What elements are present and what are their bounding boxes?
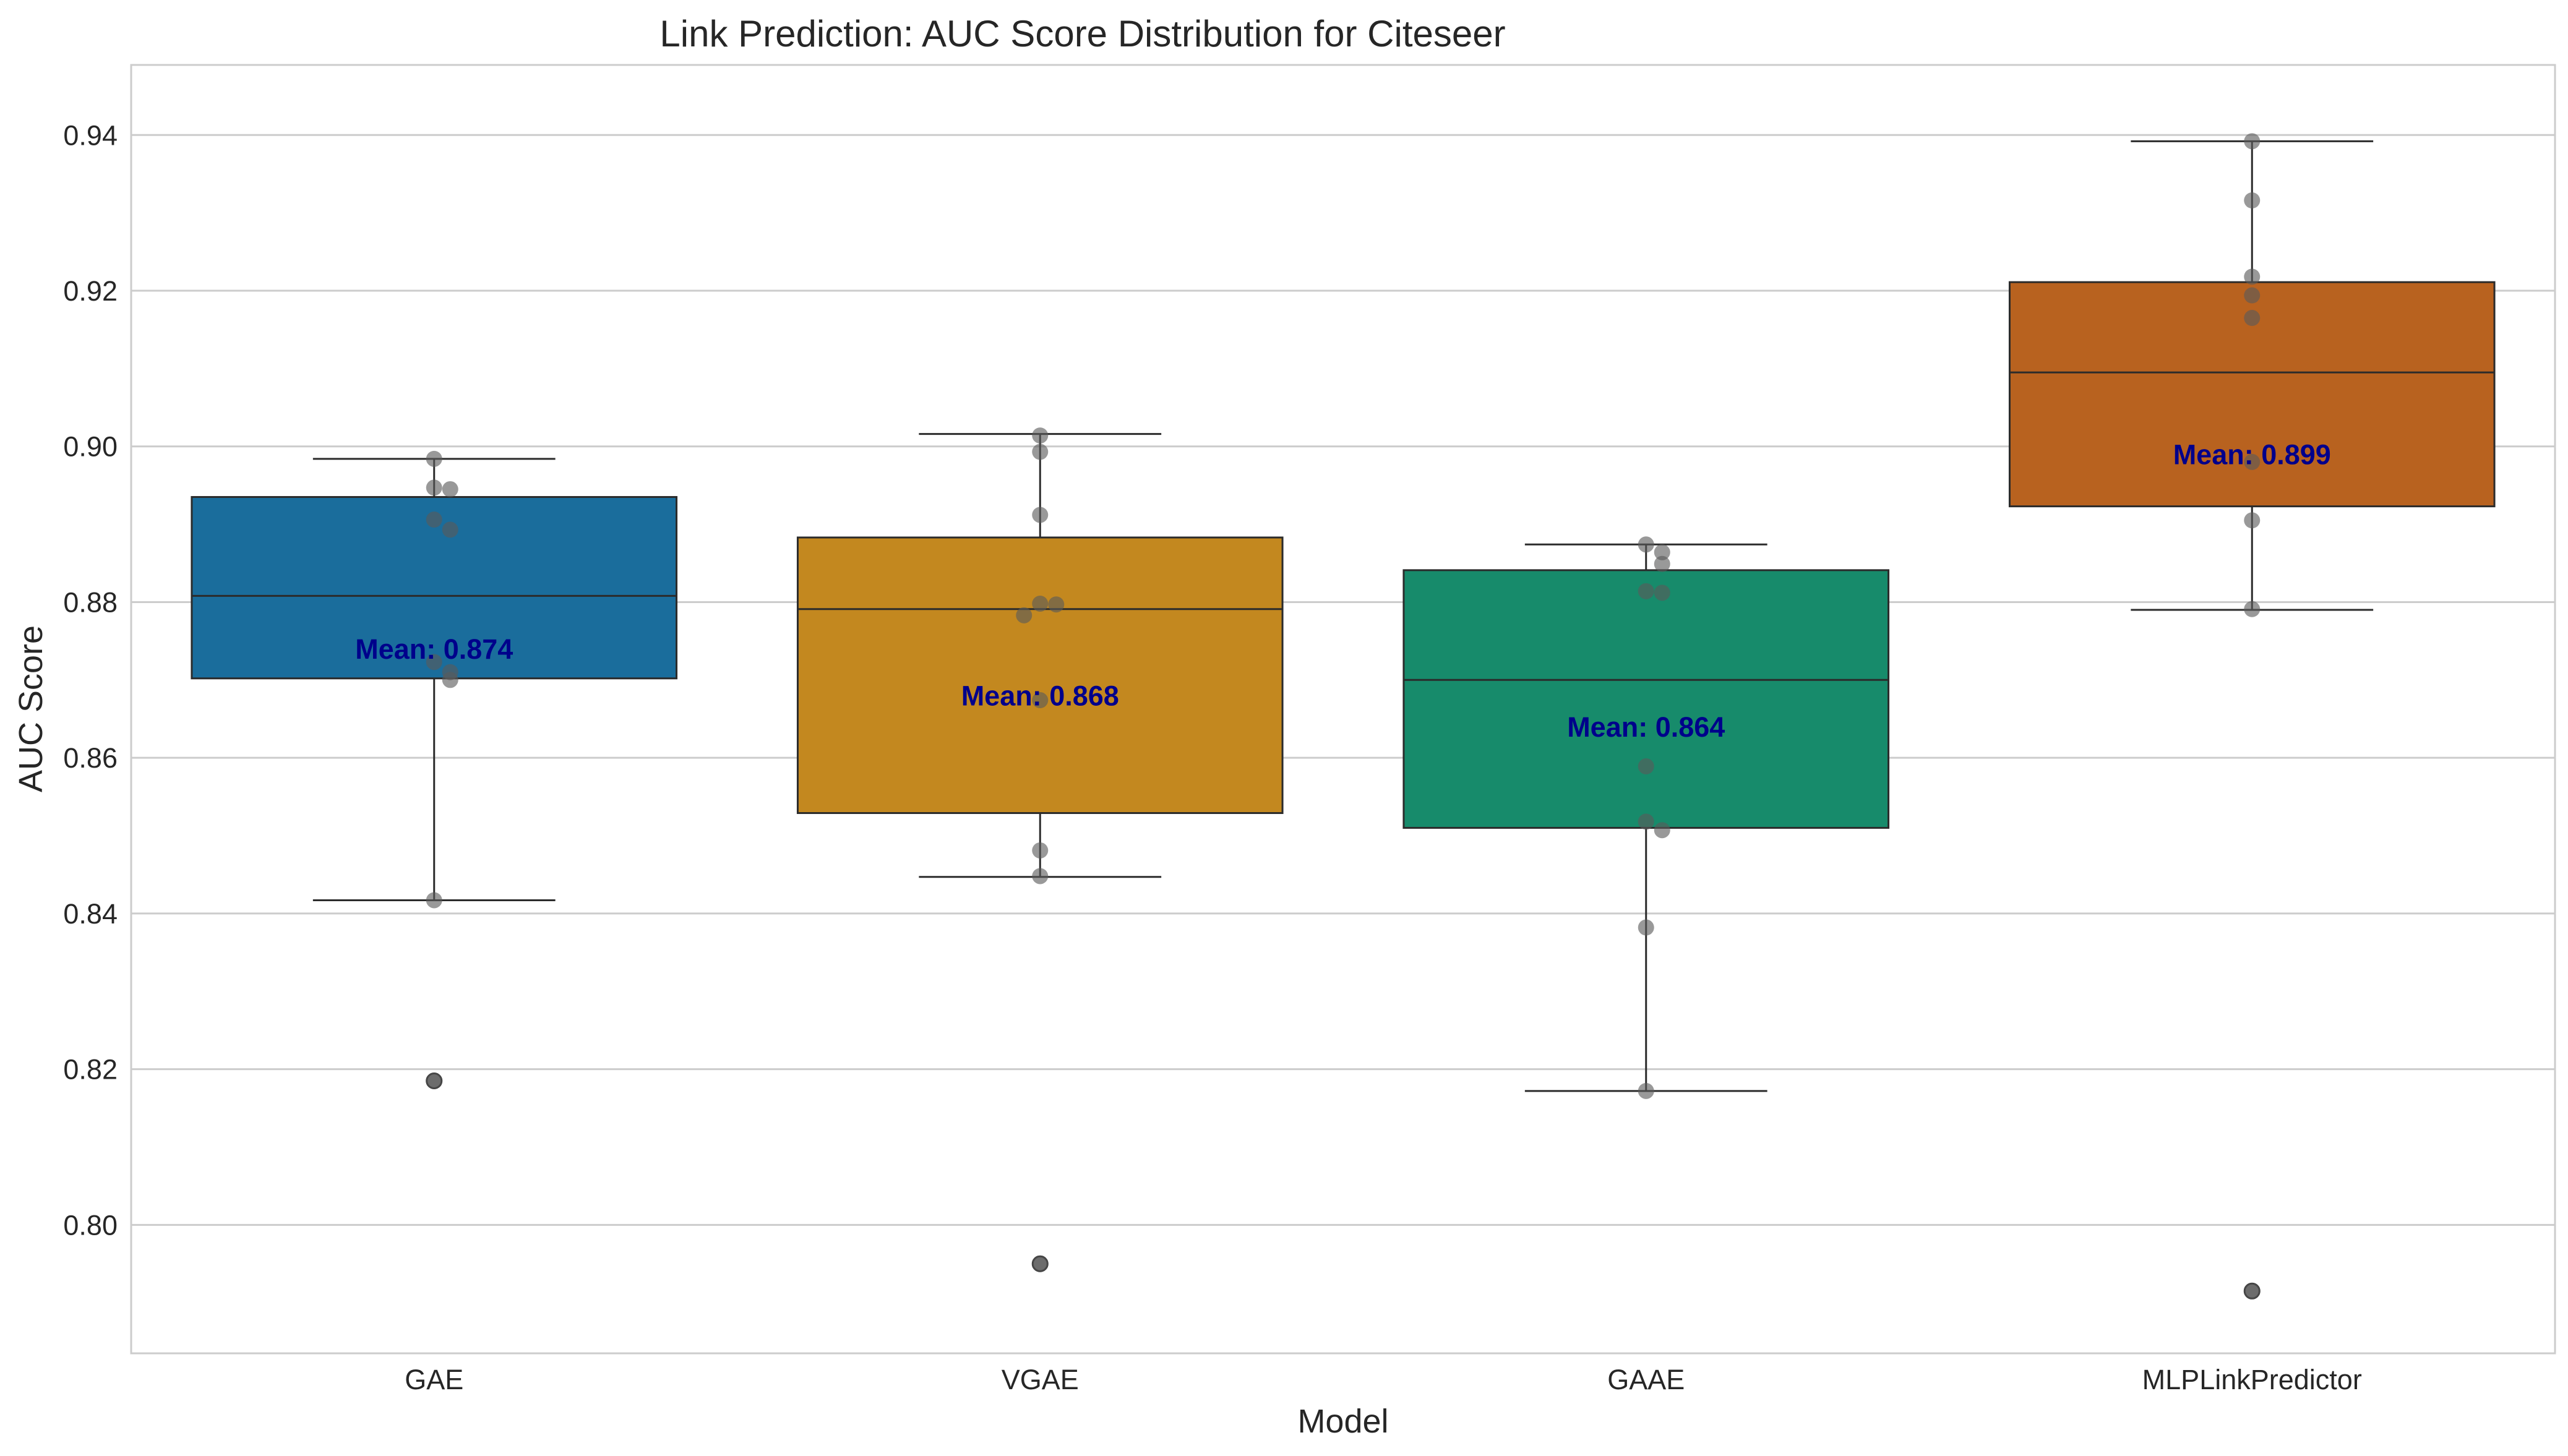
data-point [2244,512,2261,529]
y-tick-label: 0.94 [63,119,118,151]
y-tick-label: 0.82 [63,1054,118,1086]
data-point [1638,919,1654,936]
data-point [2244,268,2261,285]
data-point [1032,427,1049,444]
data-point [426,479,442,496]
iqr-box [1402,569,1890,829]
data-point [2244,133,2261,150]
box-gaae [1402,543,1890,1092]
data-point [2244,287,2261,304]
data-point [1032,507,1049,523]
data-point [2244,192,2261,208]
data-point [1654,555,1670,572]
mean-label: Mean: 0.868 [961,680,1119,711]
x-tick-label: VGAE [1002,1364,1079,1395]
data-point [2244,1283,2261,1300]
data-point [426,654,442,670]
x-tick-label: GAE [405,1364,463,1395]
data-point [2244,453,2261,470]
chart-title: Link Prediction: AUC Score Distribution … [659,13,1505,54]
y-tick-label: 0.86 [63,742,118,774]
data-point [1638,536,1654,553]
data-point [1638,813,1654,830]
data-point [426,450,442,467]
data-point [1638,758,1654,775]
mean-label: Mean: 0.864 [1567,711,1725,743]
x-axis-label: Model [1297,1403,1388,1440]
points [426,133,2261,1300]
data-point [1654,822,1670,839]
data-point [442,672,458,688]
data-point [1032,692,1049,709]
iqr-box [796,536,1284,815]
mean-label: Mean: 0.874 [355,633,513,665]
data-point [1032,868,1049,884]
data-point [1032,1256,1049,1272]
data-point [1654,585,1670,601]
y-tick-label: 0.84 [63,898,118,930]
data-point [426,892,442,909]
y-tick-label: 0.88 [63,586,118,618]
data-point [1032,595,1049,612]
data-point [1048,596,1065,613]
mean-labels: Mean: 0.874 Mean: 0.868 Mean: 0.864 Mean: 0… [355,439,2331,743]
x-tick-label: MLPLinkPredictor [2142,1364,2362,1395]
y-tick-label: 0.92 [63,275,118,307]
data-point [1638,1082,1654,1099]
x-axis-ticks: GAE VGAE GAAE MLPLinkPredictor [405,1364,2362,1395]
data-point [426,1073,442,1089]
data-point [1654,544,1670,560]
x-tick-label: GAAE [1607,1364,1685,1395]
data-point [1016,607,1033,623]
data-point [1032,443,1049,460]
data-point [442,481,458,497]
y-axis-label: AUC Score [12,625,49,792]
plot-frame [130,64,2556,1355]
data-point [1032,842,1049,859]
data-point [2244,601,2261,617]
data-point [426,512,442,528]
boxes [191,140,2496,1300]
mean-label: Mean: 0.899 [2173,439,2331,470]
data-point [1638,583,1654,599]
y-tick-label: 0.80 [63,1209,118,1241]
y-axis-ticks: 0.80 0.82 0.84 0.86 0.88 0.90 0.92 0.94 [63,119,118,1241]
data-point [442,521,458,538]
y-tick-label: 0.90 [63,431,118,463]
plot-background [131,65,2555,1353]
data-point [2244,310,2261,327]
